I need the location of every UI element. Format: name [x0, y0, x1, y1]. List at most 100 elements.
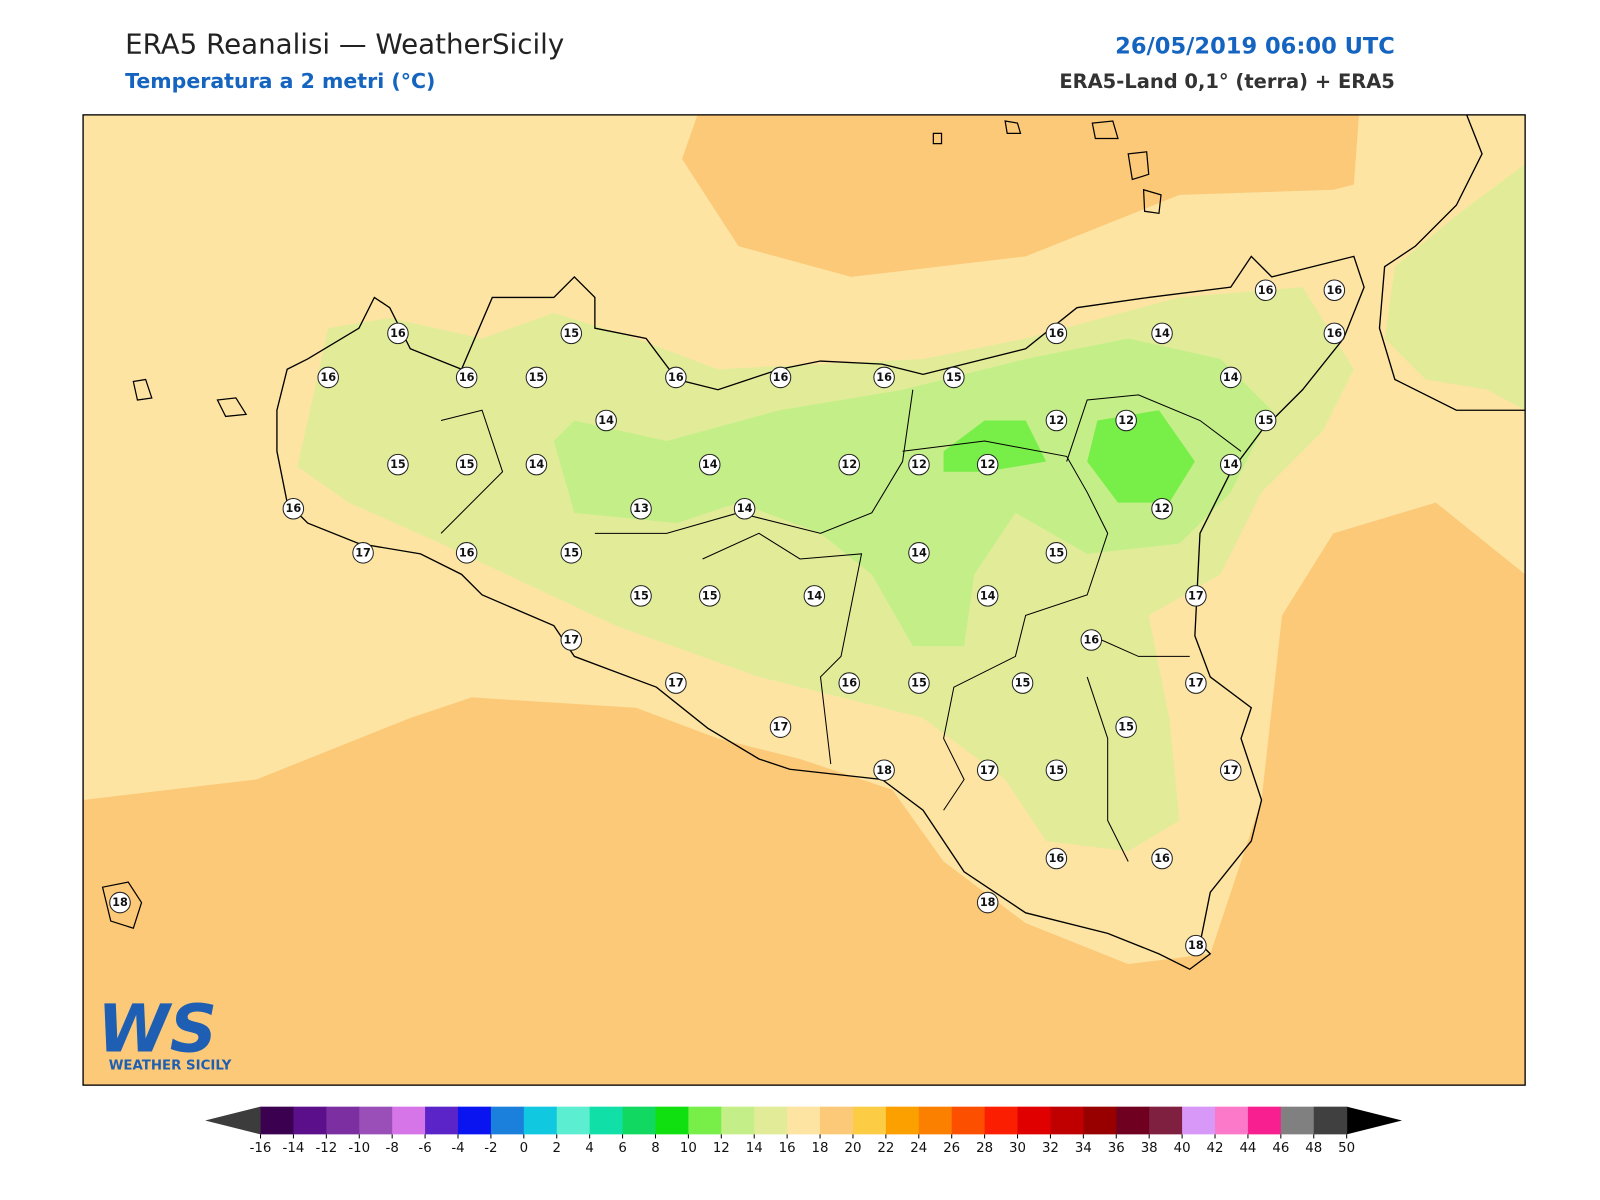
colorbar-label: 16: [779, 1141, 796, 1156]
station-value: 14: [1223, 458, 1239, 471]
colorbar-segment: [359, 1106, 393, 1135]
station-marker: [733, 497, 756, 520]
station-marker: [560, 542, 583, 564]
station-marker: [1045, 542, 1068, 564]
station-value: 14: [1154, 327, 1170, 340]
colorbar-segment: [820, 1106, 854, 1135]
station-marker: [525, 366, 548, 389]
colorbar-segment: [918, 1106, 953, 1135]
station-value: 17: [1188, 677, 1204, 690]
station-marker: [455, 453, 478, 476]
station-value: 16: [668, 371, 684, 384]
station-value: 14: [702, 458, 718, 471]
station-marker: [665, 366, 687, 389]
station-value: 16: [1154, 852, 1170, 865]
province-borders: [440, 389, 1242, 862]
station-marker: [1080, 629, 1103, 651]
station-value: 16: [1327, 284, 1343, 297]
colorbar-label: -2: [484, 1141, 497, 1156]
colorbar-label: 46: [1272, 1141, 1289, 1156]
colorbar-label: 4: [585, 1141, 593, 1156]
station-value: 17: [980, 764, 996, 777]
station-value: 17: [1223, 764, 1239, 777]
station-marker: [1045, 409, 1068, 432]
station-marker: [387, 453, 409, 476]
station-value: 16: [1327, 327, 1343, 340]
colorbar-label: 36: [1108, 1141, 1125, 1156]
station-value: 15: [633, 589, 649, 602]
colorbar-segment: [1313, 1106, 1348, 1135]
station-value: 15: [563, 327, 579, 340]
station-value: 16: [1049, 852, 1065, 865]
logo-name: WEATHER SICILY: [109, 1059, 232, 1074]
colorbar-segment: [655, 1106, 689, 1135]
station-value: 16: [459, 371, 475, 384]
colorbar-segment: [1083, 1106, 1117, 1135]
station-value: 17: [1188, 589, 1204, 602]
station-marker: [1254, 279, 1277, 302]
colorbar-label: 42: [1207, 1141, 1224, 1156]
station-value: 16: [320, 371, 336, 384]
station-marker: [317, 366, 339, 389]
colorbar-over: [1346, 1106, 1403, 1135]
station-value: 16: [841, 677, 857, 690]
colorbar-segment: [523, 1106, 558, 1135]
colorbar-segment: [392, 1106, 426, 1135]
station-marker: [560, 322, 583, 345]
colorbar-under: [205, 1106, 261, 1135]
field-10-12: [943, 410, 1195, 503]
station-marker: [698, 453, 721, 476]
colorbar-label: 34: [1075, 1141, 1092, 1156]
station-value: 16: [1258, 284, 1274, 297]
colorbar-segment: [260, 1106, 294, 1135]
station-marker: [1011, 672, 1034, 694]
station-value: 18: [112, 896, 128, 909]
colorbar-label: 28: [976, 1141, 993, 1156]
colorbar-label: 44: [1239, 1141, 1256, 1156]
station-marker: [595, 409, 617, 432]
colorbar-segment: [622, 1106, 656, 1135]
station-marker: [1185, 672, 1207, 694]
colorbar-label: -4: [451, 1141, 464, 1156]
station-value: 12: [1049, 414, 1065, 427]
colorbar-label: -14: [283, 1141, 305, 1156]
station-value: 15: [390, 458, 406, 471]
colorbar-label: 32: [1042, 1141, 1059, 1156]
station-value: 12: [1154, 502, 1170, 515]
calabria-coast: [1378, 114, 1526, 411]
colorbar-segment: [951, 1106, 986, 1135]
colorbar-label: 48: [1305, 1141, 1322, 1156]
station-marker: [1045, 322, 1068, 345]
station-value: 15: [1258, 414, 1274, 427]
station-marker: [1323, 279, 1346, 302]
station-marker: [943, 366, 965, 389]
colorbar-label: 18: [812, 1141, 829, 1156]
map-area: 16 15 16 16 15 16 16 16 15 16 14 16 16 16 14 14 12 12 15 15…: [83, 114, 1526, 1086]
colorbar-label: 10: [680, 1141, 697, 1156]
title: ERA5 Reanalisi — WeatherSicily: [125, 27, 564, 60]
station-value: 12: [911, 458, 927, 471]
colorbar-label: 22: [877, 1141, 894, 1156]
station-value: 17: [668, 677, 684, 690]
station-value: 16: [1049, 327, 1065, 340]
station-value: 14: [737, 502, 753, 515]
station-marker: [1151, 847, 1173, 870]
station-marker: [387, 322, 409, 345]
station-marker: [976, 891, 999, 914]
station-value: 14: [911, 546, 927, 559]
colorbar-segment: [787, 1106, 821, 1135]
station-marker: [109, 891, 131, 914]
station-value: 17: [563, 634, 579, 647]
station-marker: [769, 716, 792, 738]
colorbar-label: -12: [315, 1141, 337, 1156]
colorbar-segment: [688, 1106, 722, 1135]
colorbar: -16 -14 -12 -10 -8 -6 -4 -2 0 2 4 6 8 10 12 14 16 18 20 22 2…: [205, 1106, 1403, 1156]
station-marker: [908, 542, 930, 564]
station-marker: [1254, 409, 1277, 432]
station-marker: [1185, 585, 1207, 607]
colorbar-label: 40: [1174, 1141, 1191, 1156]
station-value: 15: [911, 677, 927, 690]
colorbar-segment: [1247, 1106, 1282, 1135]
station-value: 15: [1015, 677, 1031, 690]
station-marker: [873, 366, 895, 389]
